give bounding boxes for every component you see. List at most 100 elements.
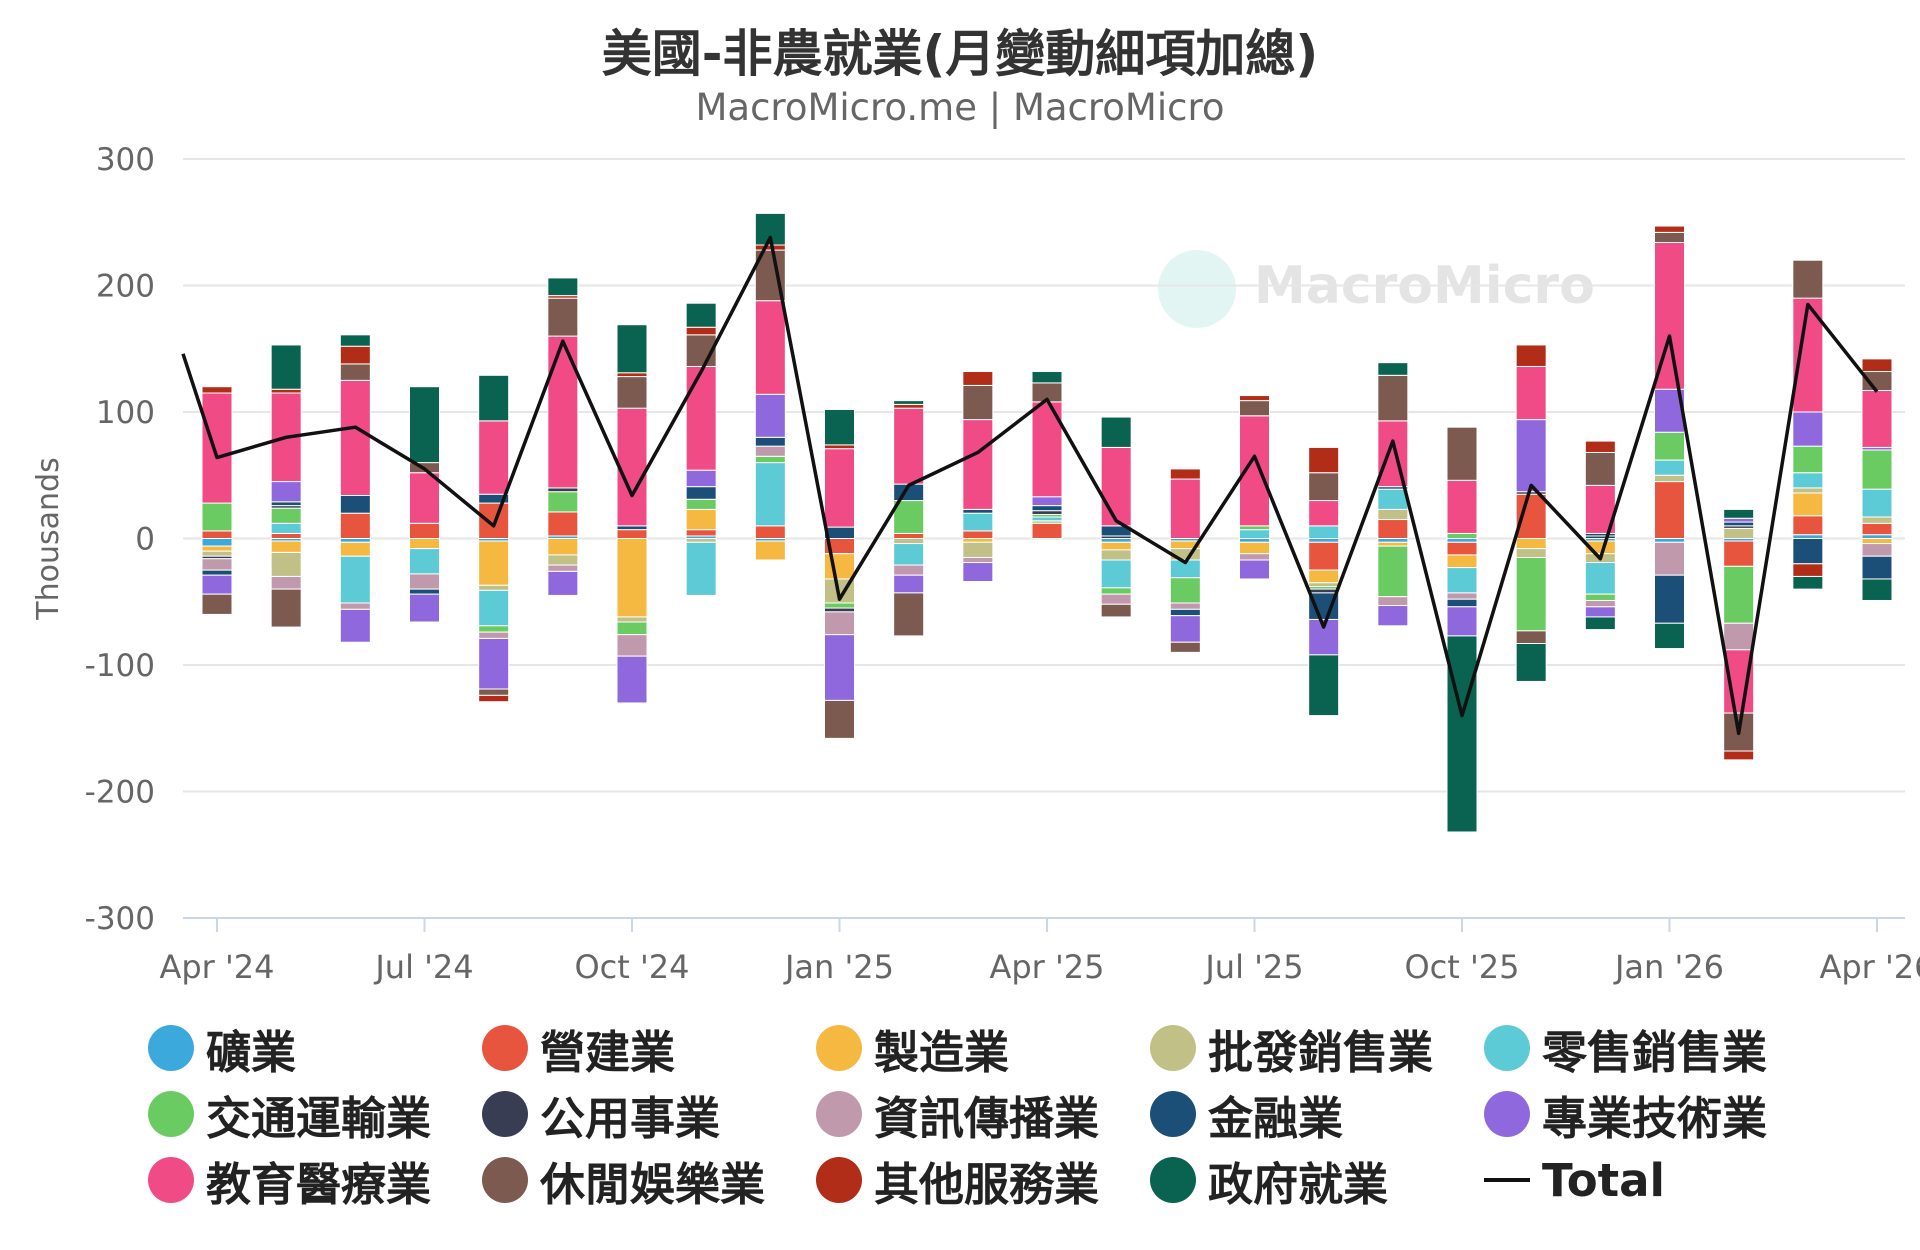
- bar-segment: [962, 541, 994, 558]
- bar-segment: [754, 436, 786, 447]
- bar-segment: [1446, 635, 1478, 833]
- bar-segment: [1723, 565, 1755, 624]
- bar-segment: [270, 501, 302, 507]
- bar-segment: [1861, 389, 1893, 448]
- bar-segment: [1861, 358, 1893, 373]
- x-tick-label: Oct '24: [574, 948, 689, 986]
- bar-segment: [270, 532, 302, 540]
- bar-segment: [201, 530, 233, 539]
- bar-segment: [478, 688, 510, 696]
- bar-segment: [1377, 488, 1409, 510]
- bar-segment: [547, 554, 579, 566]
- bar-segment: [339, 602, 371, 610]
- bar-segment: [478, 374, 510, 422]
- bar-segment: [1169, 602, 1201, 610]
- bar-segment: [201, 545, 233, 552]
- bar-segment: [1377, 362, 1409, 376]
- bar-segment: [616, 655, 648, 704]
- legend-item[interactable]: 公用事業: [482, 1086, 720, 1145]
- bar-segment: [824, 607, 855, 613]
- legend-item[interactable]: 交通運輸業: [148, 1086, 431, 1145]
- bar-segment: [824, 611, 855, 636]
- bar-segment: [1308, 588, 1340, 594]
- bar-segment: [339, 555, 371, 604]
- x-tick-label: Jan '25: [783, 948, 894, 986]
- bar-segment: [893, 500, 925, 534]
- legend-item[interactable]: 金融業: [1150, 1086, 1343, 1145]
- legend-item[interactable]: 資訊傳播業: [816, 1086, 1099, 1145]
- legend-item[interactable]: 製造業: [816, 1020, 1009, 1079]
- bar-segment: [201, 593, 233, 615]
- bar-segment: [1515, 344, 1547, 367]
- legend-item[interactable]: 零售銷售業: [1484, 1020, 1767, 1079]
- bar-segment: [616, 407, 648, 527]
- stacked-bar-chart: 300 200 100 0 -100 -200 -300 Thousands Apr '24 Ju…: [31, 142, 1920, 986]
- bar-segment: [270, 507, 302, 524]
- bar-segment: [962, 530, 994, 539]
- bar-segment: [1239, 559, 1270, 580]
- bar-segment: [547, 335, 579, 489]
- legend-item[interactable]: 政府就業: [1150, 1152, 1388, 1211]
- bar-segment: [1308, 654, 1340, 717]
- legend-item[interactable]: 礦業: [148, 1020, 296, 1079]
- x-tick-label: Apr '25: [989, 948, 1104, 986]
- legend-item[interactable]: 其他服務業: [816, 1152, 1099, 1211]
- bar-segment: [1377, 541, 1409, 547]
- y-tick-label: -300: [85, 901, 155, 937]
- bar-segment: [201, 550, 233, 557]
- bar-segment: [1515, 365, 1547, 421]
- legend-item[interactable]: 營建業: [482, 1020, 675, 1079]
- bar-segment: [1861, 522, 1893, 536]
- legend-dot-marker: [816, 1157, 862, 1203]
- y-axis-label: Thousands: [31, 457, 66, 620]
- legend-item[interactable]: 休閒娛樂業: [482, 1152, 765, 1211]
- y-tick-label: -200: [85, 775, 155, 811]
- legend-item[interactable]: 批發銷售業: [1150, 1020, 1433, 1079]
- legend-label: 政府就業: [1208, 1157, 1389, 1211]
- bar-segment: [339, 334, 371, 347]
- bar-segment: [478, 584, 510, 591]
- bar-segment: [1654, 474, 1685, 483]
- bar-segment: [1239, 541, 1270, 555]
- legend-item[interactable]: 專業技術業: [1484, 1086, 1767, 1145]
- bar-segment: [754, 393, 786, 438]
- bar-segment: [1723, 517, 1755, 523]
- bar-segment: [616, 324, 648, 374]
- bar-segment: [1654, 538, 1685, 543]
- x-tick-label: Jul '25: [1203, 948, 1303, 986]
- bar-segment: [547, 487, 579, 493]
- legend-item[interactable]: Total: [1484, 1152, 1665, 1208]
- legend-dot-marker: [1484, 1025, 1530, 1071]
- y-tick-label: 0: [135, 522, 155, 558]
- legend-dot-marker: [1150, 1091, 1196, 1137]
- bar-segment: [1654, 231, 1685, 243]
- bar-segment: [1515, 548, 1547, 558]
- legend-label: 批發銷售業: [1208, 1025, 1434, 1079]
- bar-segment: [339, 541, 371, 557]
- bar-segment: [478, 589, 510, 627]
- bar-segment: [1861, 516, 1893, 524]
- bar-segment: [1654, 481, 1685, 540]
- bar-segment: [616, 372, 648, 378]
- bar-segment: [1861, 449, 1893, 490]
- x-tick-label: Jul '24: [373, 948, 473, 986]
- bar-segment: [1031, 516, 1063, 522]
- bar-segment: [1100, 603, 1132, 618]
- bar-segment: [1239, 525, 1270, 531]
- bar-segment: [616, 621, 648, 636]
- legend-dot-marker: [816, 1091, 862, 1137]
- bar-segment: [1654, 241, 1685, 390]
- bar-segment: [616, 525, 648, 531]
- bar-segment: [339, 379, 371, 496]
- bar-segment: [1031, 505, 1063, 512]
- bar-segment: [962, 508, 994, 514]
- bar-segment: [1239, 538, 1270, 543]
- legend-item[interactable]: 教育醫療業: [148, 1152, 431, 1211]
- x-tick-label: Oct '25: [1404, 948, 1519, 986]
- total-line: [181, 235, 1879, 736]
- bar-segment: [754, 300, 786, 395]
- bar-segment: [1584, 451, 1616, 486]
- bar-segment: [754, 455, 786, 464]
- legend-dot-marker: [482, 1091, 528, 1137]
- bar-segment: [1792, 563, 1824, 577]
